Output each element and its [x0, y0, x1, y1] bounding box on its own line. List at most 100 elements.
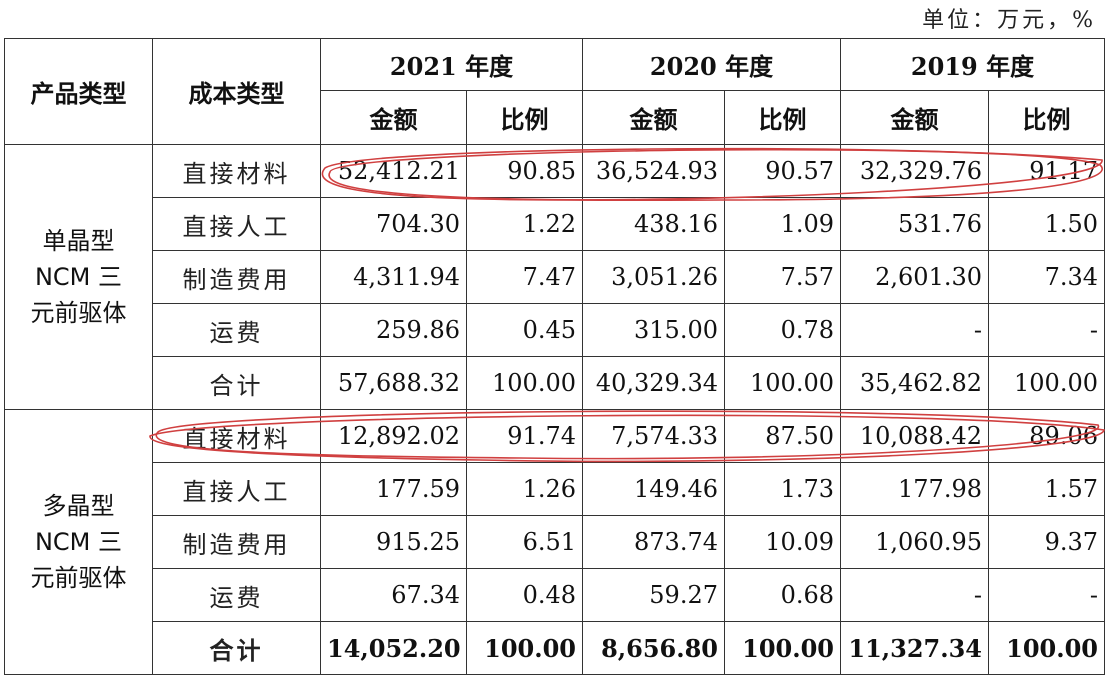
amount-cell: 14,052.20 [320, 621, 467, 675]
header-ratio: 比例 [724, 90, 841, 145]
amount-cell: 915.25 [320, 515, 467, 569]
table-row: 运费 259.86 0.45 315.00 0.78 - - [5, 303, 1105, 357]
amount-cell: 177.98 [840, 462, 989, 516]
amount-cell: 259.86 [320, 303, 467, 357]
table-row: 运费 67.34 0.48 59.27 0.68 - - [5, 568, 1105, 622]
cost-type-cell: 制造费用 [152, 515, 321, 569]
product-type-line: 多晶型 [42, 492, 115, 520]
ratio-cell: 100.00 [466, 621, 583, 675]
amount-cell: 8,656.80 [582, 621, 725, 675]
amount-cell: 4,311.94 [320, 250, 467, 304]
ratio-cell: 7.47 [466, 250, 583, 304]
product-type-line: NCM 三 [34, 528, 123, 556]
product-type-cell: 多晶型 NCM 三 元前驱体 [4, 409, 153, 675]
amount-cell: 177.59 [320, 462, 467, 516]
ratio-cell: 10.09 [724, 515, 841, 569]
table-row: 多晶型 NCM 三 元前驱体 直接材料 12,892.02 91.74 7,57… [4, 409, 1105, 675]
cost-type-cell: 直接材料 [152, 144, 321, 198]
table-row: 直接人工 177.59 1.26 149.46 1.73 177.98 1.57 [5, 462, 1105, 516]
header-ratio: 比例 [466, 90, 583, 145]
cost-type-cell: 直接人工 [152, 462, 321, 516]
cost-type-cell: 直接人工 [152, 197, 321, 251]
header-year-2019: 2019 年度 [840, 38, 1105, 91]
table-row: 单晶型 NCM 三 元前驱体 直接材料 52,412.21 90.85 36,5… [4, 144, 1105, 410]
ratio-cell: - [988, 303, 1105, 357]
header-cost-type: 成本类型 [152, 38, 321, 145]
ratio-cell: 0.68 [724, 568, 841, 622]
amount-cell: 2,601.30 [840, 250, 989, 304]
amount-cell: 57,688.32 [320, 356, 467, 410]
amount-cell: 149.46 [582, 462, 725, 516]
amount-cell: 12,892.02 [320, 409, 467, 463]
ratio-cell: 91.74 [466, 409, 583, 463]
header-amount: 金额 [320, 90, 467, 145]
ratio-cell: 1.26 [466, 462, 583, 516]
header-year-2020: 2020 年度 [582, 38, 841, 91]
table-row-total: 合计 14,052.20 100.00 8,656.80 100.00 11,3… [5, 621, 1105, 675]
cost-type-cell: 制造费用 [152, 250, 321, 304]
ratio-cell: 100.00 [988, 356, 1105, 410]
ratio-cell: 100.00 [466, 356, 583, 410]
product-type-cell: 单晶型 NCM 三 元前驱体 [4, 144, 153, 410]
header-ratio: 比例 [988, 90, 1105, 145]
ratio-cell: 1.22 [466, 197, 583, 251]
amount-cell: 59.27 [582, 568, 725, 622]
ratio-cell: 9.37 [988, 515, 1105, 569]
amount-cell: 52,412.21 [320, 144, 467, 198]
amount-cell: 873.74 [582, 515, 725, 569]
ratio-cell: 1.09 [724, 197, 841, 251]
amount-cell: 704.30 [320, 197, 467, 251]
ratio-cell: - [988, 568, 1105, 622]
product-type-line: NCM 三 [34, 263, 123, 291]
cost-type-cell: 合计 [152, 356, 321, 410]
amount-cell: 438.16 [582, 197, 725, 251]
cost-structure-table: 产品类型 成本类型 2021 年度 2020 年度 2019 年度 金额 比例 … [4, 38, 1105, 675]
header-amount: 金额 [840, 90, 989, 145]
ratio-cell: 0.48 [466, 568, 583, 622]
ratio-cell: 1.50 [988, 197, 1105, 251]
cost-type-cell: 运费 [152, 303, 321, 357]
amount-cell: 40,329.34 [582, 356, 725, 410]
ratio-cell: 7.34 [988, 250, 1105, 304]
ratio-cell: 91.17 [988, 144, 1105, 198]
product-type-line: 元前驱体 [30, 299, 127, 327]
ratio-cell: 90.57 [724, 144, 841, 198]
ratio-cell: 100.00 [724, 356, 841, 410]
amount-cell: 32,329.76 [840, 144, 989, 198]
cost-type-cell: 运费 [152, 568, 321, 622]
amount-cell: 36,524.93 [582, 144, 725, 198]
product-type-line: 元前驱体 [30, 564, 127, 592]
ratio-cell: 1.73 [724, 462, 841, 516]
ratio-cell: 7.57 [724, 250, 841, 304]
amount-cell: - [840, 303, 989, 357]
product-type-line: 单晶型 [42, 227, 115, 255]
amount-cell: 10,088.42 [840, 409, 989, 463]
ratio-cell: 0.45 [466, 303, 583, 357]
unit-note: 单位：万元，% [922, 8, 1096, 33]
amount-cell: 3,051.26 [582, 250, 725, 304]
table-row-total: 合计 57,688.32 100.00 40,329.34 100.00 35,… [5, 356, 1105, 410]
ratio-cell: 100.00 [988, 621, 1105, 675]
amount-cell: 35,462.82 [840, 356, 989, 410]
amount-cell: 7,574.33 [582, 409, 725, 463]
ratio-cell: 6.51 [466, 515, 583, 569]
table-row: 制造费用 4,311.94 7.47 3,051.26 7.57 2,601.3… [5, 250, 1105, 304]
amount-cell: 11,327.34 [840, 621, 989, 675]
ratio-cell: 89.06 [988, 409, 1105, 463]
amount-cell: 1,060.95 [840, 515, 989, 569]
amount-cell: 67.34 [320, 568, 467, 622]
table-row: 直接人工 704.30 1.22 438.16 1.09 531.76 1.50 [5, 197, 1105, 251]
amount-cell: - [840, 568, 989, 622]
amount-cell: 315.00 [582, 303, 725, 357]
ratio-cell: 100.00 [724, 621, 841, 675]
ratio-cell: 0.78 [724, 303, 841, 357]
header-amount: 金额 [582, 90, 725, 145]
ratio-cell: 1.57 [988, 462, 1105, 516]
cost-type-cell: 合计 [152, 621, 321, 675]
table-row: 制造费用 915.25 6.51 873.74 10.09 1,060.95 9… [5, 515, 1105, 569]
header-product-type: 产品类型 [4, 38, 153, 145]
amount-cell: 531.76 [840, 197, 989, 251]
ratio-cell: 87.50 [724, 409, 841, 463]
cost-type-cell: 直接材料 [152, 409, 321, 463]
header-year-2021: 2021 年度 [320, 38, 583, 91]
